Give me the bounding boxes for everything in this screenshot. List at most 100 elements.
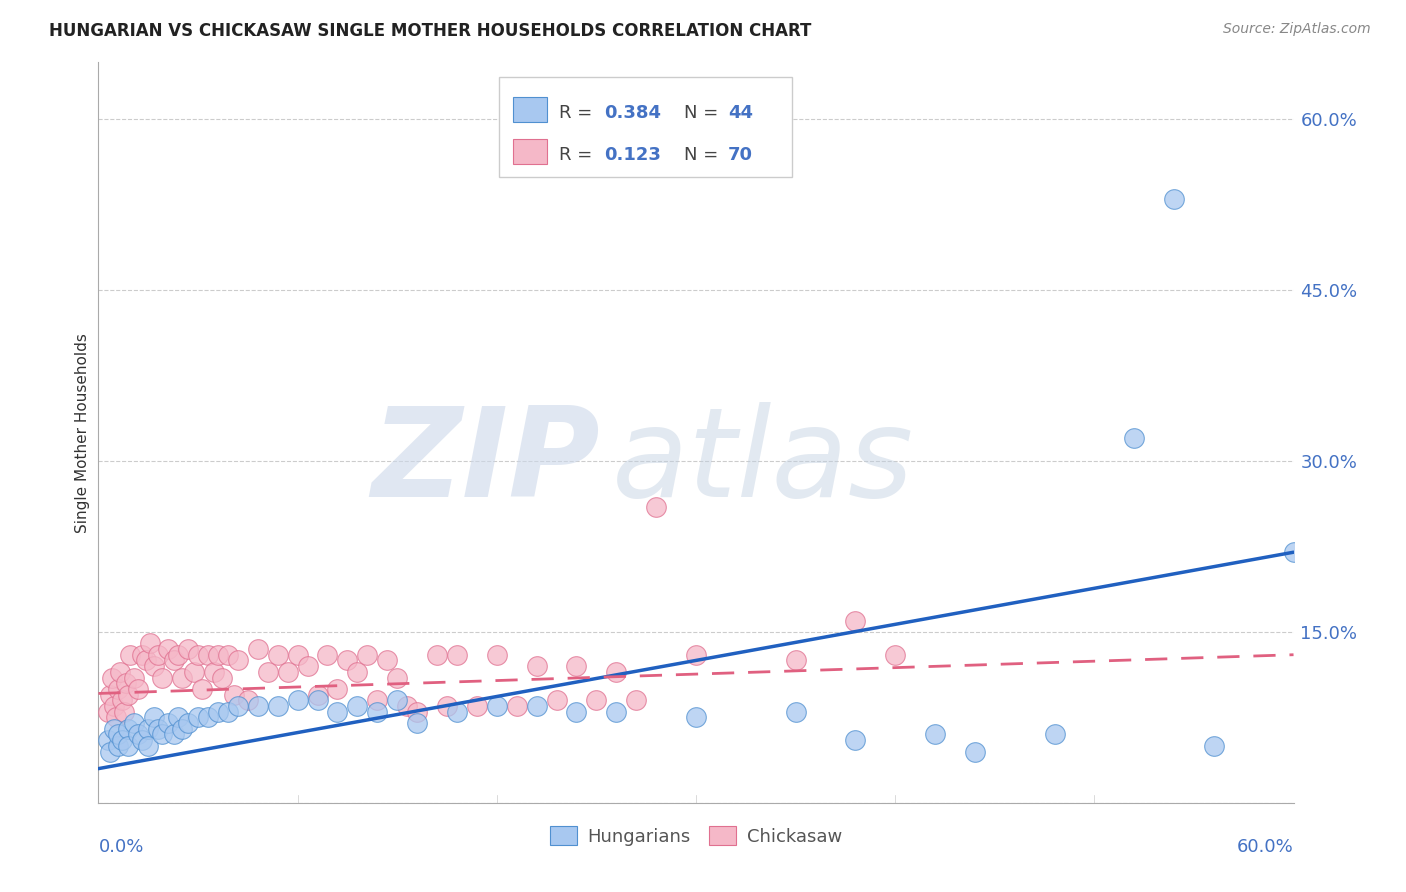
Point: [297, 659, 319, 673]
Point: [183, 665, 205, 679]
Point: [127, 727, 149, 741]
Text: atlas: atlas: [613, 401, 914, 523]
Point: [163, 653, 186, 667]
Point: [844, 733, 866, 747]
Point: [565, 659, 588, 673]
Text: 0.384: 0.384: [605, 104, 661, 122]
Point: [103, 698, 125, 713]
Point: [117, 722, 139, 736]
Point: [267, 648, 290, 662]
Point: [226, 653, 249, 667]
Point: [277, 665, 299, 679]
Point: [307, 688, 329, 702]
Point: [105, 710, 128, 724]
Point: [98, 745, 122, 759]
Point: [1043, 727, 1066, 741]
Text: N =: N =: [685, 104, 724, 122]
Point: [167, 710, 190, 724]
Point: [546, 693, 568, 707]
Point: [207, 648, 229, 662]
FancyBboxPatch shape: [513, 97, 547, 122]
Point: [217, 648, 239, 662]
Point: [131, 648, 153, 662]
Point: [506, 698, 529, 713]
Point: [685, 648, 707, 662]
Text: 44: 44: [728, 104, 754, 122]
Point: [267, 698, 290, 713]
Point: [565, 705, 588, 719]
Point: [177, 642, 200, 657]
Point: [346, 698, 368, 713]
Text: 70: 70: [728, 146, 754, 164]
Point: [526, 698, 548, 713]
Point: [1282, 545, 1305, 559]
Point: [127, 681, 149, 696]
Point: [217, 705, 239, 719]
Point: [685, 710, 707, 724]
Point: [1123, 431, 1146, 445]
Point: [110, 665, 132, 679]
Text: Source: ZipAtlas.com: Source: ZipAtlas.com: [1223, 22, 1371, 37]
Point: [150, 727, 173, 741]
Point: [97, 705, 120, 719]
Point: [177, 716, 200, 731]
Point: [326, 705, 349, 719]
Point: [236, 693, 259, 707]
Point: [785, 653, 807, 667]
Point: [406, 705, 429, 719]
Point: [406, 716, 429, 731]
Point: [163, 727, 186, 741]
Point: [485, 698, 508, 713]
Text: R =: R =: [558, 104, 598, 122]
Text: 0.0%: 0.0%: [98, 838, 143, 855]
Point: [112, 705, 135, 719]
FancyBboxPatch shape: [513, 139, 547, 164]
Point: [120, 648, 142, 662]
Point: [356, 648, 378, 662]
Point: [157, 642, 180, 657]
Point: [1202, 739, 1225, 753]
Point: [197, 648, 219, 662]
Point: [226, 698, 249, 713]
Point: [136, 739, 159, 753]
Point: [307, 693, 329, 707]
Point: [465, 698, 488, 713]
Text: N =: N =: [685, 146, 724, 164]
Point: [202, 665, 225, 679]
Point: [187, 648, 209, 662]
Point: [645, 500, 668, 514]
Point: [963, 745, 986, 759]
Point: [157, 716, 180, 731]
Point: [526, 659, 548, 673]
Point: [287, 693, 309, 707]
Point: [246, 698, 269, 713]
Point: [316, 648, 339, 662]
Point: [485, 648, 508, 662]
Text: HUNGARIAN VS CHICKASAW SINGLE MOTHER HOUSEHOLDS CORRELATION CHART: HUNGARIAN VS CHICKASAW SINGLE MOTHER HOU…: [49, 22, 811, 40]
Point: [884, 648, 907, 662]
Point: [336, 653, 359, 667]
Point: [187, 710, 209, 724]
Point: [436, 698, 458, 713]
Point: [136, 722, 159, 736]
Point: [148, 722, 170, 736]
Legend: Hungarians, Chickasaw: Hungarians, Chickasaw: [543, 819, 849, 853]
Point: [103, 722, 125, 736]
Point: [346, 665, 368, 679]
Point: [172, 671, 194, 685]
Point: [98, 688, 122, 702]
Point: [626, 693, 648, 707]
Point: [115, 676, 138, 690]
Point: [426, 648, 449, 662]
Point: [111, 733, 134, 747]
Point: [207, 705, 229, 719]
Point: [101, 671, 124, 685]
Point: [366, 693, 388, 707]
Point: [446, 648, 468, 662]
Point: [375, 653, 398, 667]
Point: [585, 693, 607, 707]
Point: [97, 733, 120, 747]
Point: [148, 648, 170, 662]
Point: [107, 727, 129, 741]
Point: [117, 739, 139, 753]
